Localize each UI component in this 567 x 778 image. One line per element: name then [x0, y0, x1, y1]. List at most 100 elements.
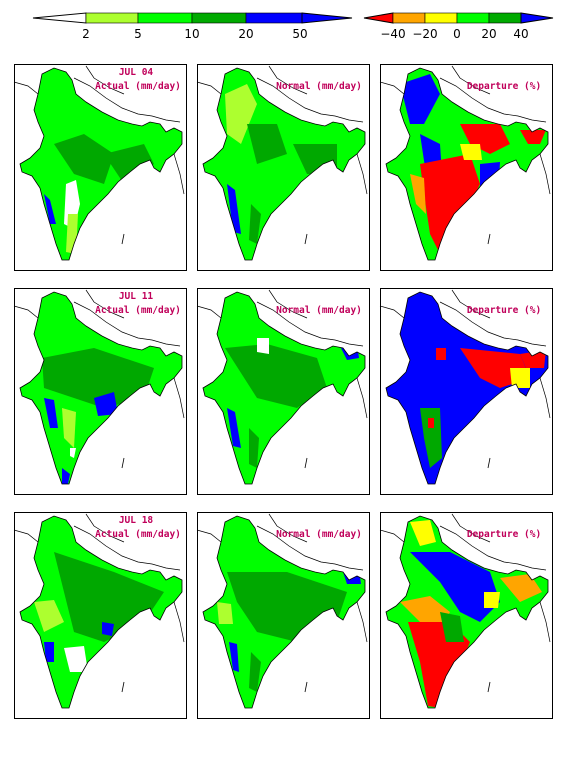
panel-frame	[14, 64, 187, 271]
east-coastline	[356, 377, 368, 419]
map-panels: JUL 04 Actual (mm/day) Normal (mm/day) Depa…	[13, 64, 553, 719]
zone-dark-green	[249, 428, 259, 468]
map-panel-actual-0: JUL 04 Actual (mm/day)	[13, 64, 187, 271]
india-outline	[19, 291, 183, 485]
zone-blue	[400, 74, 440, 124]
himalaya-border	[73, 301, 181, 347]
east-coastline	[539, 377, 551, 419]
zone-dark-green	[54, 134, 114, 184]
zone-orange	[410, 174, 426, 214]
departure-colorbar-blue-end	[520, 12, 554, 24]
west-border	[379, 529, 405, 543]
east-coastline	[539, 601, 551, 643]
panel-frame	[197, 64, 370, 271]
west-border	[13, 529, 39, 543]
himalaya-border	[256, 77, 364, 123]
map-panel-normal-1: Normal (mm/day)	[196, 288, 370, 495]
rainfall-tick: 2	[82, 27, 90, 41]
panel-frame	[380, 64, 553, 271]
rainfall-tick: 10	[184, 27, 199, 41]
north-border	[85, 65, 125, 95]
zone-white	[257, 338, 269, 354]
rainfall-colorbar-white-end	[32, 12, 87, 24]
map-panel-actual-2: JUL 18 Actual (mm/day)	[13, 512, 187, 719]
india-outline	[385, 67, 549, 261]
west-border	[196, 81, 222, 95]
zone-blue	[410, 552, 500, 622]
actual-label: Actual (mm/day)	[95, 305, 181, 316]
zone-blue	[227, 408, 241, 448]
north-border	[268, 289, 308, 319]
east-coastline	[173, 601, 185, 643]
island-mark	[304, 457, 308, 469]
normal-label: Normal (mm/day)	[276, 305, 362, 316]
island-mark	[487, 233, 491, 245]
rainfall-zones	[390, 296, 546, 468]
west-border	[379, 81, 405, 95]
zone-dark-green	[225, 344, 327, 408]
departure-colorbar-segment	[488, 12, 522, 24]
zone-yellow	[410, 520, 436, 546]
departure-colorbar: −40 −20 0 20 40	[363, 12, 554, 41]
zone-blue	[102, 622, 114, 636]
rainfall-zones	[42, 348, 154, 484]
zone-orange	[500, 574, 542, 602]
zone-dark-green	[249, 204, 261, 244]
zone-dark-green	[249, 652, 261, 692]
zone-white	[70, 448, 76, 458]
zone-dark-green	[440, 612, 464, 642]
india-outline	[19, 515, 183, 709]
north-border	[268, 65, 308, 95]
departure-tick: 20	[481, 27, 496, 41]
map-panel-departure-0: Departure (%)	[379, 64, 553, 271]
zone-red	[520, 130, 546, 144]
panel-frame	[197, 512, 370, 719]
panel-frame	[197, 288, 370, 495]
departure-colorbar-segment	[456, 12, 490, 24]
rainfall-tick: 20	[238, 27, 253, 41]
departure-label: Departure (%)	[467, 305, 541, 316]
week-date-label: JUL 04	[119, 67, 154, 78]
zone-red	[460, 124, 510, 154]
rainfall-zones	[400, 520, 542, 708]
normal-label: Normal (mm/day)	[276, 529, 362, 540]
north-border	[85, 289, 125, 319]
himalaya-border	[256, 301, 364, 347]
zone-yellow	[460, 144, 482, 160]
zone-dark-green	[42, 348, 154, 408]
rainfall-colorbar: 2 5 10 20 50	[32, 12, 353, 41]
zone-yellow	[510, 368, 530, 388]
zone-blue	[44, 642, 54, 662]
rainfall-colorbar-segment	[137, 12, 193, 24]
rainfall-zones	[44, 134, 154, 254]
rainfall-colorbar-blue-end	[301, 12, 353, 24]
zone-yellow	[484, 592, 500, 608]
zone-dark-green	[420, 408, 442, 468]
east-coastline	[356, 601, 368, 643]
north-border	[451, 289, 491, 319]
panel-frame	[14, 512, 187, 719]
zone-red	[520, 350, 546, 368]
panel-frame	[380, 512, 553, 719]
departure-tick: 40	[513, 27, 528, 41]
india-outline	[202, 67, 366, 261]
island-mark	[121, 457, 125, 469]
departure-colorbar-red-end	[363, 12, 394, 24]
west-border	[379, 305, 405, 319]
zone-light-green	[66, 214, 78, 254]
himalaya-border	[439, 525, 547, 571]
west-border	[13, 305, 39, 319]
zone-blue	[44, 194, 56, 224]
north-border	[268, 513, 308, 543]
zone-blue	[94, 392, 118, 416]
india-outline	[19, 67, 183, 261]
zone-dark-green	[104, 144, 154, 184]
zone-blue	[229, 642, 239, 672]
rainfall-tick: 5	[134, 27, 142, 41]
island-mark	[121, 681, 125, 693]
zone-light-green	[62, 408, 76, 448]
zone-blue	[44, 398, 58, 428]
departure-label: Departure (%)	[467, 81, 541, 92]
west-border	[196, 529, 222, 543]
